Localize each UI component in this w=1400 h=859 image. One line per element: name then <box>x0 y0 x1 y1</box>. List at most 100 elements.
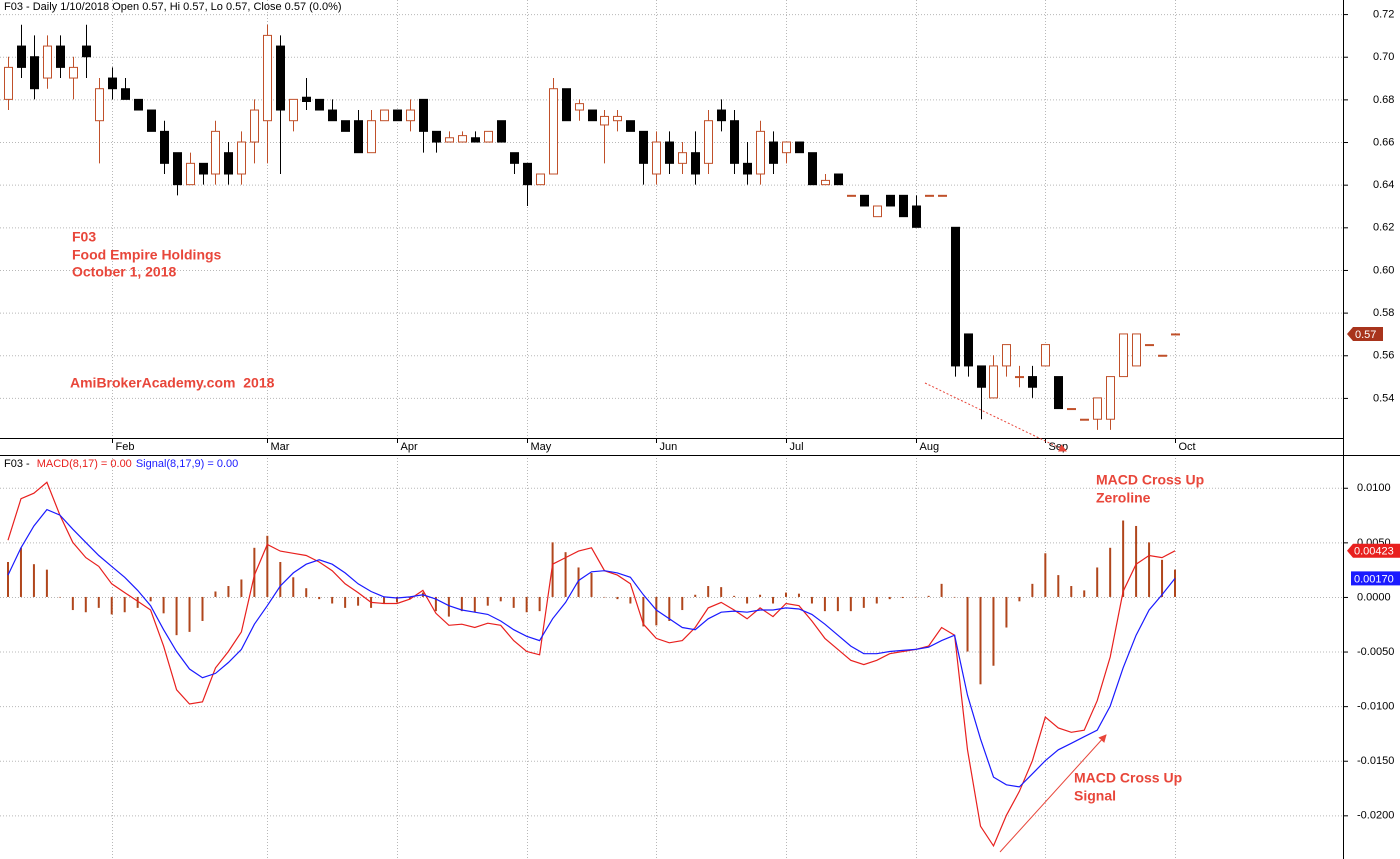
histogram-bar <box>772 596 775 604</box>
histogram-bar <box>1018 596 1021 602</box>
histogram-bar <box>992 596 995 666</box>
candle-body <box>173 152 182 186</box>
last-price-label: 0.57 <box>1355 329 1376 341</box>
histogram-bar <box>616 596 619 600</box>
histogram-bar <box>188 596 191 632</box>
candle-body <box>821 179 830 186</box>
candle-body <box>289 98 298 122</box>
histogram-bar <box>966 596 969 652</box>
legend-entry: MACD(8,17) = 0.00 <box>37 458 132 470</box>
candle-body <box>938 194 947 197</box>
candle-body <box>432 130 441 143</box>
histogram-bar <box>1109 547 1112 597</box>
histogram-bar <box>240 579 243 597</box>
histogram-bar <box>460 596 463 612</box>
candle-body <box>328 109 337 122</box>
candle-body <box>199 162 208 175</box>
candle-body <box>575 103 584 111</box>
histogram-bar <box>642 596 645 627</box>
histogram-bar <box>175 596 178 636</box>
candle-body <box>523 162 532 186</box>
x-tick-label: Mar <box>271 441 290 453</box>
candle-body <box>354 120 363 154</box>
histogram-bar <box>214 591 217 597</box>
candle-body <box>977 365 986 388</box>
histogram-bar <box>810 596 813 604</box>
histogram-bar <box>486 596 489 606</box>
histogram-bar <box>1174 569 1176 597</box>
histogram-bar <box>1005 596 1008 628</box>
y-tick-label: 0.62 <box>1373 222 1394 234</box>
candle-body <box>652 141 661 175</box>
candle-body <box>588 109 597 122</box>
histogram-bar <box>953 596 956 598</box>
histogram-bar <box>1135 525 1138 597</box>
candle-body <box>704 120 713 164</box>
annotation: MACD Cross Up <box>1074 770 1182 786</box>
candle-body <box>743 162 752 175</box>
histogram-bar <box>318 596 321 600</box>
histogram-bar <box>629 596 632 604</box>
histogram-bar <box>888 596 891 600</box>
histogram-bar <box>344 596 347 608</box>
x-tick-label: May <box>531 441 552 453</box>
y-tick-label: 0.64 <box>1373 179 1394 191</box>
y-tick-label: 0.68 <box>1373 94 1394 106</box>
histogram-bar <box>45 569 48 597</box>
y-tick-label: 0.0000 <box>1357 591 1391 603</box>
last-value-label: 0.00170 <box>1354 573 1394 585</box>
histogram-bar <box>707 586 710 597</box>
candle-body <box>1041 344 1050 367</box>
candle-body <box>341 120 350 132</box>
histogram-bar <box>823 596 826 612</box>
histogram-bar <box>1096 567 1099 597</box>
candle-body <box>717 109 726 122</box>
candle-body <box>1080 418 1089 421</box>
candle-body <box>82 45 91 58</box>
histogram-bar <box>473 596 476 613</box>
histogram-bar <box>149 596 152 602</box>
histogram-bar <box>1122 520 1125 597</box>
chart-title: F03 - Daily 1/10/2018 Open 0.57, Hi 0.57… <box>4 1 342 13</box>
candle-body <box>1002 344 1011 367</box>
histogram-bar <box>940 583 943 597</box>
histogram-bar <box>110 596 113 615</box>
candle-body <box>484 130 493 143</box>
histogram-bar <box>694 594 697 597</box>
histogram-bar <box>279 562 282 597</box>
candle-body <box>1106 376 1115 420</box>
candle-body <box>393 109 402 122</box>
candle-body <box>912 205 921 228</box>
y-tick-label: 0.0100 <box>1357 482 1391 494</box>
histogram-bar <box>1070 586 1073 597</box>
candle-body <box>782 141 791 154</box>
annotation: MACD Cross Up <box>1096 472 1204 488</box>
x-tick-label: Feb <box>116 441 135 453</box>
candle-body <box>860 194 869 207</box>
histogram-bar <box>849 596 852 612</box>
histogram-bar <box>1044 553 1047 597</box>
histogram-bar <box>1083 590 1086 597</box>
histogram-bar <box>836 596 839 612</box>
histogram-bar <box>1057 575 1060 597</box>
histogram-bar <box>681 596 684 611</box>
candle-body <box>69 66 78 79</box>
histogram-bar <box>655 596 658 626</box>
histogram-bar <box>797 593 800 597</box>
chart-title: F03 - <box>4 458 33 470</box>
candle-body <box>886 194 895 207</box>
histogram-bar <box>759 594 762 597</box>
histogram-bar <box>577 567 580 597</box>
series-line <box>7 508 1176 788</box>
x-tick-label: Jun <box>660 441 678 453</box>
candle-body <box>134 98 143 111</box>
candle-body <box>121 88 130 100</box>
candle-body <box>626 120 635 132</box>
histogram-bar <box>123 596 126 613</box>
y-tick-label: -0.0100 <box>1357 701 1394 713</box>
last-price-tag <box>1347 326 1383 341</box>
histogram-bar <box>396 596 398 603</box>
histogram-bar <box>84 596 87 613</box>
histogram-bar <box>733 595 736 597</box>
